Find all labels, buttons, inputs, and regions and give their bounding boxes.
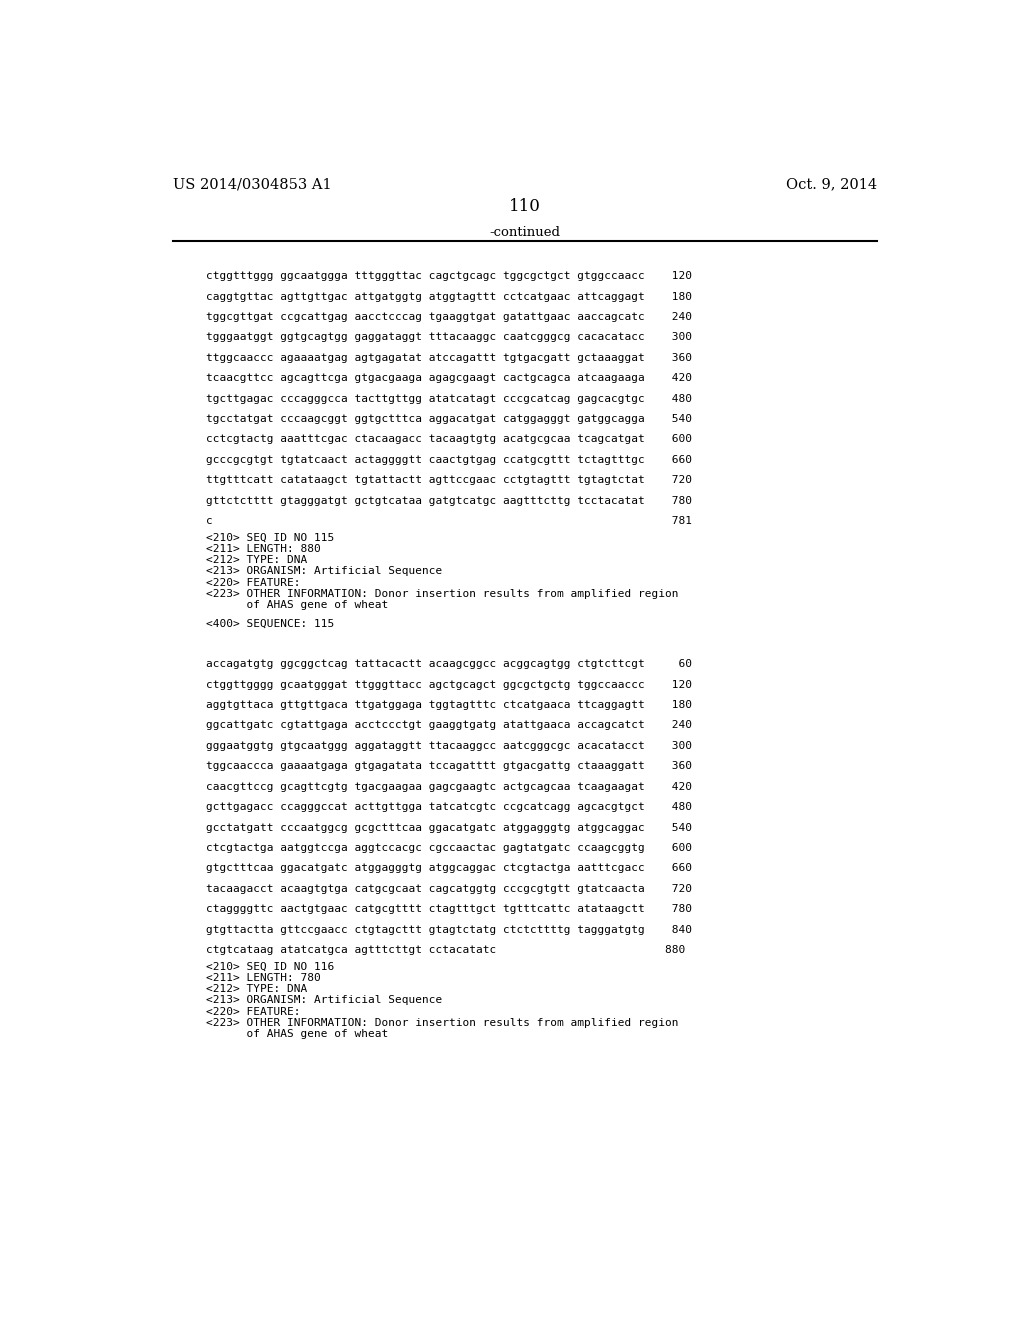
Text: ttgtttcatt catataagct tgtattactt agttccgaac cctgtagttt tgtagtctat    720: ttgtttcatt catataagct tgtattactt agttccg… xyxy=(206,475,691,486)
Text: tgcttgagac cccagggcca tacttgttgg atatcatagt cccgcatcag gagcacgtgc    480: tgcttgagac cccagggcca tacttgttgg atatcat… xyxy=(206,393,691,404)
Text: 110: 110 xyxy=(509,198,541,215)
Text: Oct. 9, 2014: Oct. 9, 2014 xyxy=(785,178,877,191)
Text: c                                                                    781: c 781 xyxy=(206,516,691,527)
Text: <211> LENGTH: 880: <211> LENGTH: 880 xyxy=(206,544,321,554)
Text: gcctatgatt cccaatggcg gcgctttcaa ggacatgatc atggagggtg atggcaggac    540: gcctatgatt cccaatggcg gcgctttcaa ggacatg… xyxy=(206,822,691,833)
Text: <223> OTHER INFORMATION: Donor insertion results from amplified region: <223> OTHER INFORMATION: Donor insertion… xyxy=(206,1018,678,1028)
Text: gcttgagacc ccagggccat acttgttgga tatcatcgtc ccgcatcagg agcacgtgct    480: gcttgagacc ccagggccat acttgttgga tatcatc… xyxy=(206,803,691,812)
Text: gggaatggtg gtgcaatggg aggataggtt ttacaaggcc aatcgggcgc acacatacct    300: gggaatggtg gtgcaatggg aggataggtt ttacaag… xyxy=(206,741,691,751)
Text: <220> FEATURE:: <220> FEATURE: xyxy=(206,578,300,587)
Text: ctaggggttc aactgtgaac catgcgtttt ctagtttgct tgtttcattc atataagctt    780: ctaggggttc aactgtgaac catgcgtttt ctagttt… xyxy=(206,904,691,915)
Text: <220> FEATURE:: <220> FEATURE: xyxy=(206,1007,300,1016)
Text: <212> TYPE: DNA: <212> TYPE: DNA xyxy=(206,556,307,565)
Text: <211> LENGTH: 780: <211> LENGTH: 780 xyxy=(206,973,321,983)
Text: ggcattgatc cgtattgaga acctccctgt gaaggtgatg atattgaaca accagcatct    240: ggcattgatc cgtattgaga acctccctgt gaaggtg… xyxy=(206,721,691,730)
Text: US 2014/0304853 A1: US 2014/0304853 A1 xyxy=(173,178,332,191)
Text: <212> TYPE: DNA: <212> TYPE: DNA xyxy=(206,985,307,994)
Text: gttctctttt gtagggatgt gctgtcataa gatgtcatgc aagtttcttg tcctacatat    780: gttctctttt gtagggatgt gctgtcataa gatgtca… xyxy=(206,496,691,506)
Text: cctcgtactg aaatttcgac ctacaagacc tacaagtgtg acatgcgcaa tcagcatgat    600: cctcgtactg aaatttcgac ctacaagacc tacaagt… xyxy=(206,434,691,445)
Text: gtgctttcaa ggacatgatc atggagggtg atggcaggac ctcgtactga aatttcgacc    660: gtgctttcaa ggacatgatc atggagggtg atggcag… xyxy=(206,863,691,874)
Text: tcaacgttcc agcagttcga gtgacgaaga agagcgaagt cactgcagca atcaagaaga    420: tcaacgttcc agcagttcga gtgacgaaga agagcga… xyxy=(206,374,691,383)
Text: tgcctatgat cccaagcggt ggtgctttca aggacatgat catggagggt gatggcagga    540: tgcctatgat cccaagcggt ggtgctttca aggacat… xyxy=(206,414,691,424)
Text: <210> SEQ ID NO 116: <210> SEQ ID NO 116 xyxy=(206,962,334,972)
Text: tggcaaccca gaaaatgaga gtgagatata tccagatttt gtgacgattg ctaaaggatt    360: tggcaaccca gaaaatgaga gtgagatata tccagat… xyxy=(206,762,691,771)
Text: -continued: -continued xyxy=(489,226,560,239)
Text: aggtgttaca gttgttgaca ttgatggaga tggtagtttc ctcatgaaca ttcaggagtt    180: aggtgttaca gttgttgaca ttgatggaga tggtagt… xyxy=(206,700,691,710)
Text: ctgtcataag atatcatgca agtttcttgt cctacatatc                         880: ctgtcataag atatcatgca agtttcttgt cctacat… xyxy=(206,945,685,954)
Text: <210> SEQ ID NO 115: <210> SEQ ID NO 115 xyxy=(206,533,334,543)
Text: accagatgtg ggcggctcag tattacactt acaagcggcc acggcagtgg ctgtcttcgt     60: accagatgtg ggcggctcag tattacactt acaagcg… xyxy=(206,659,691,669)
Text: gtgttactta gttccgaacc ctgtagcttt gtagtctatg ctctcttttg tagggatgtg    840: gtgttactta gttccgaacc ctgtagcttt gtagtct… xyxy=(206,924,691,935)
Text: ttggcaaccc agaaaatgag agtgagatat atccagattt tgtgacgatt gctaaaggat    360: ttggcaaccc agaaaatgag agtgagatat atccaga… xyxy=(206,352,691,363)
Text: tggcgttgat ccgcattgag aacctcccag tgaaggtgat gatattgaac aaccagcatc    240: tggcgttgat ccgcattgag aacctcccag tgaaggt… xyxy=(206,312,691,322)
Text: tgggaatggt ggtgcagtgg gaggataggt tttacaaggc caatcgggcg cacacatacc    300: tgggaatggt ggtgcagtgg gaggataggt tttacaa… xyxy=(206,333,691,342)
Text: ctggttgggg gcaatgggat ttgggttacc agctgcagct ggcgctgctg tggccaaccc    120: ctggttgggg gcaatgggat ttgggttacc agctgca… xyxy=(206,680,691,689)
Text: tacaagacct acaagtgtga catgcgcaat cagcatggtg cccgcgtgtt gtatcaacta    720: tacaagacct acaagtgtga catgcgcaat cagcatg… xyxy=(206,884,691,894)
Text: ctggtttggg ggcaatggga tttgggttac cagctgcagc tggcgctgct gtggccaacc    120: ctggtttggg ggcaatggga tttgggttac cagctgc… xyxy=(206,271,691,281)
Text: ctcgtactga aatggtccga aggtccacgc cgccaactac gagtatgatc ccaagcggtg    600: ctcgtactga aatggtccga aggtccacgc cgccaac… xyxy=(206,843,691,853)
Text: of AHAS gene of wheat: of AHAS gene of wheat xyxy=(206,1028,388,1039)
Text: caacgttccg gcagttcgtg tgacgaagaa gagcgaagtc actgcagcaa tcaagaagat    420: caacgttccg gcagttcgtg tgacgaagaa gagcgaa… xyxy=(206,781,691,792)
Text: <223> OTHER INFORMATION: Donor insertion results from amplified region: <223> OTHER INFORMATION: Donor insertion… xyxy=(206,589,678,599)
Text: caggtgttac agttgttgac attgatggtg atggtagttt cctcatgaac attcaggagt    180: caggtgttac agttgttgac attgatggtg atggtag… xyxy=(206,292,691,301)
Text: <213> ORGANISM: Artificial Sequence: <213> ORGANISM: Artificial Sequence xyxy=(206,566,441,577)
Text: <400> SEQUENCE: 115: <400> SEQUENCE: 115 xyxy=(206,619,334,628)
Text: gcccgcgtgt tgtatcaact actaggggtt caactgtgag ccatgcgttt tctagtttgc    660: gcccgcgtgt tgtatcaact actaggggtt caactgt… xyxy=(206,455,691,465)
Text: of AHAS gene of wheat: of AHAS gene of wheat xyxy=(206,601,388,610)
Text: <213> ORGANISM: Artificial Sequence: <213> ORGANISM: Artificial Sequence xyxy=(206,995,441,1006)
